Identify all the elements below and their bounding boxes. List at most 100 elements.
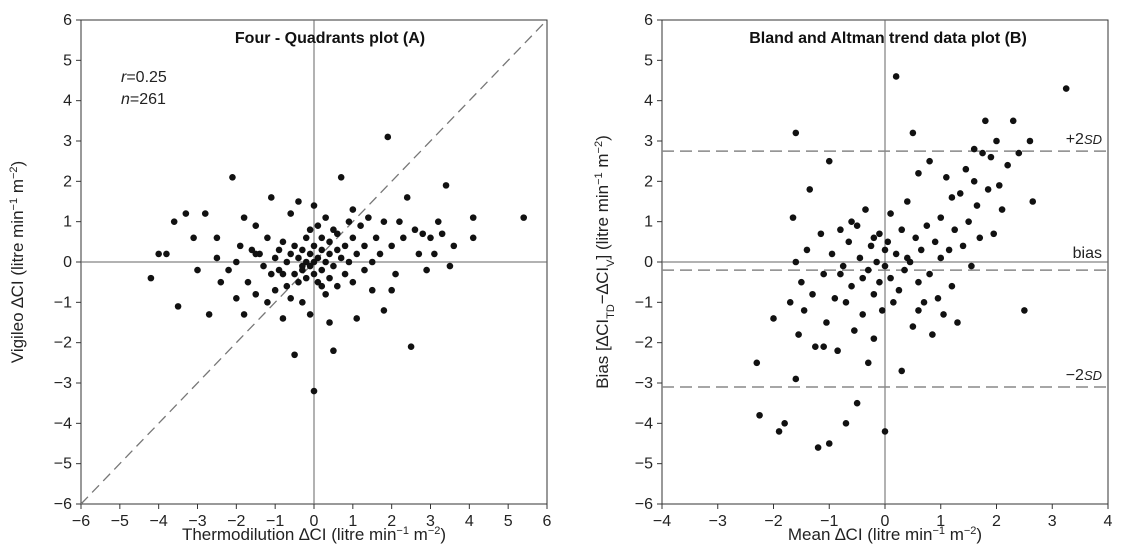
panel-a-data-point xyxy=(310,242,318,250)
panel-b-data-point xyxy=(1021,307,1028,314)
panel-a-data-point xyxy=(283,282,291,290)
panel-a-data-point xyxy=(427,234,434,242)
panel-b-data-point xyxy=(839,262,847,270)
panel-b-y-tick-label: 2 xyxy=(644,173,653,190)
panel-a-data-point xyxy=(365,214,372,221)
panel-a-y-tick-label: −6 xyxy=(54,496,72,513)
panel-b-data-point xyxy=(962,165,970,173)
panel-b-data-point xyxy=(934,295,942,302)
panel-a-data-point xyxy=(229,174,236,181)
panel-a-data-point xyxy=(287,250,295,258)
panel-a-data-point xyxy=(225,266,232,274)
panel-a-data-point xyxy=(403,194,411,201)
panel-a-data-point xyxy=(213,234,221,242)
panel-b-y-tick-label: −4 xyxy=(635,415,653,432)
panel-b-data-point xyxy=(931,238,939,246)
panel-a-data-point xyxy=(334,230,341,238)
panel-b-y-tick-label: 1 xyxy=(644,214,653,231)
panel-a-x-tick-label: 1 xyxy=(348,513,357,530)
panel-a-y-tick-label: −1 xyxy=(54,294,72,311)
panel-a-data-point xyxy=(368,258,376,266)
panel-a-data-point xyxy=(314,254,322,262)
panel-a-x-tick-label: 0 xyxy=(310,513,319,530)
panel-a-data-point xyxy=(260,262,267,270)
panel-a-data-point xyxy=(299,299,306,306)
panel-a-data-point xyxy=(520,214,527,221)
panel-b-data-point xyxy=(867,242,875,250)
panel-a-data-point xyxy=(302,234,310,242)
panel-a-data-point xyxy=(380,218,388,225)
panel-a-data-point xyxy=(299,262,306,270)
panel-b-data-point xyxy=(951,226,958,234)
panel-a-data-point xyxy=(302,274,310,282)
panel-a-x-axis-label: Thermodilution ∆CI (litre min−1 m−2) xyxy=(182,525,446,544)
panel-b-data-point xyxy=(862,206,869,213)
panel-b-data-point xyxy=(837,226,844,234)
panel-b-data-point xyxy=(814,444,822,451)
panel-b-data-point xyxy=(1029,198,1037,205)
panel-b-data-point xyxy=(851,327,858,334)
panel-a-data-point xyxy=(357,222,364,229)
panel-b-data-point xyxy=(920,299,928,306)
panel-a-data-point xyxy=(384,133,392,141)
panel-b-x-tick-label: −4 xyxy=(653,513,671,530)
panel-b-data-point xyxy=(870,290,878,298)
panel-a-y-tick-label: 2 xyxy=(63,173,72,190)
panel-a-y-tick-label: 3 xyxy=(63,133,72,150)
minus-2sd-label: −2SD xyxy=(1066,367,1102,384)
panel-b-data-point xyxy=(1009,117,1017,125)
panel-a-data-point xyxy=(326,250,333,258)
n-symbol: n xyxy=(121,91,130,108)
panel-a-data-point xyxy=(434,218,442,225)
panel-a-data-point xyxy=(318,282,326,290)
panel-a-data-point xyxy=(252,222,260,229)
panel-a-data-point xyxy=(190,234,197,242)
panel-a-data-point xyxy=(170,218,178,225)
panel-b-data-point xyxy=(970,178,978,185)
panel-b-data-point xyxy=(917,246,925,254)
panel-b-y-tick-label: −3 xyxy=(635,375,653,392)
panel-a-points xyxy=(147,133,527,395)
panel-a-data-point xyxy=(349,206,357,213)
panel-a-data-point xyxy=(291,242,298,250)
panel-b-y-axis-label: Bias [∆CITD−∆CIV] (litre min−1 m−2) xyxy=(593,135,617,389)
panel-b-x-tick-label: 2 xyxy=(992,513,1001,530)
panel-a-x-tick-label: −3 xyxy=(188,513,206,530)
panel-b-data-point xyxy=(842,299,850,306)
panel-b-data-point xyxy=(937,214,945,221)
panel-a-data-point xyxy=(372,234,380,242)
panel-a-data-point xyxy=(341,242,349,250)
panel-a-data-point xyxy=(264,299,271,306)
panel-b-data-point xyxy=(1026,137,1034,145)
panel-a-x-tick-label: −5 xyxy=(111,513,129,530)
panel-a-data-point xyxy=(469,214,477,221)
panel-a-data-point xyxy=(380,307,388,314)
panel-a-data-point xyxy=(446,262,454,270)
panel-a-data-point xyxy=(334,282,341,290)
panel-a-data-point xyxy=(306,226,314,234)
panel-b-y-tick-label: −6 xyxy=(635,496,653,513)
panel-b-data-point xyxy=(990,230,998,238)
panel-a-x-tick-label: −6 xyxy=(72,513,90,530)
panel-b-data-point xyxy=(845,238,853,246)
panel-a-data-point xyxy=(345,258,353,266)
panel-a-data-point xyxy=(306,250,314,258)
panel-a-data-point xyxy=(337,174,345,181)
panel-b-data-point xyxy=(876,278,883,286)
panel-b-data-point xyxy=(825,157,833,165)
panel-a-data-point xyxy=(388,242,395,250)
panel-a-data-point xyxy=(163,250,170,258)
panel-b-y-tick-label: −1 xyxy=(635,294,653,311)
panel-b-data-point xyxy=(898,367,906,375)
panel-a-data-point xyxy=(396,218,403,225)
panel-b-x-tick-label: 0 xyxy=(881,513,890,530)
panel-a-x-tick-label: −2 xyxy=(227,513,245,530)
panel-a-x-tick-label: 3 xyxy=(426,513,435,530)
panel-a-data-point xyxy=(322,258,329,266)
panel-b-data-point xyxy=(923,222,931,229)
panel-b: −4 −3 −2 −1 0 1 2 3 4 6 5 4 3 2 1 0 −1 −2 −3 −4 −5 −6 +2SD bi… xyxy=(593,12,1113,544)
panel-b-data-point xyxy=(965,218,972,225)
panel-a-x-tick-label: 4 xyxy=(465,513,474,530)
panel-b-data-point xyxy=(948,194,956,201)
panel-a-data-point xyxy=(442,182,450,189)
